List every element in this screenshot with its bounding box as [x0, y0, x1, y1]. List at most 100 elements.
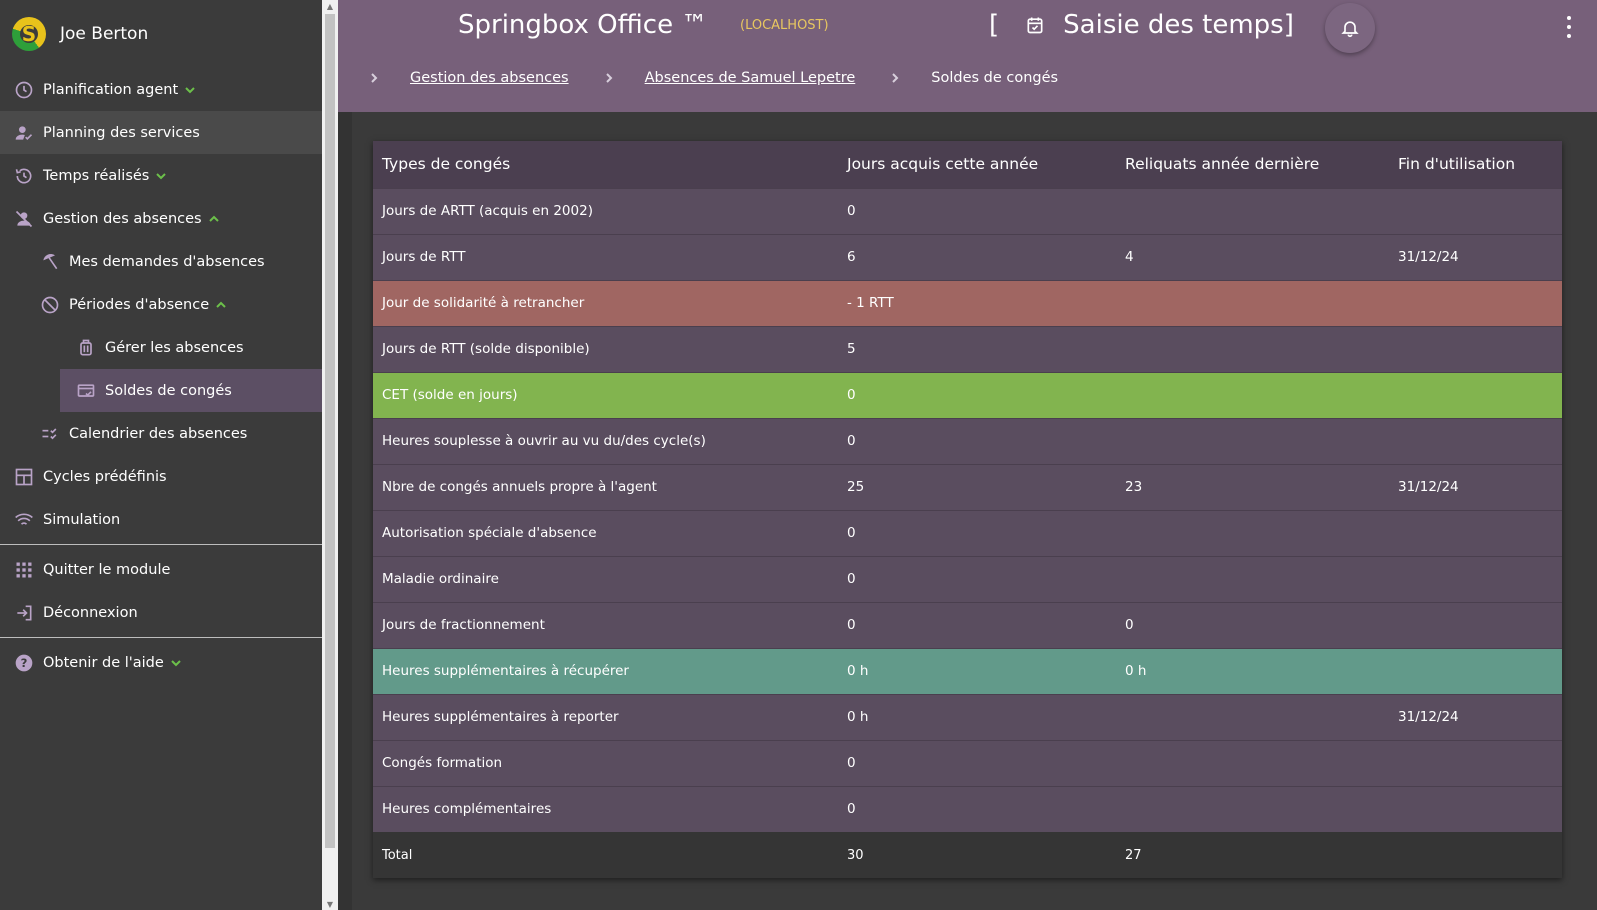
content-edge [338, 112, 352, 910]
sidebar-item-label: Soldes de congés [105, 382, 232, 399]
clock-icon [14, 80, 34, 100]
sidebar-item-planning-des-services[interactable]: Planning des services [0, 111, 322, 154]
sidebar-scrollbar[interactable]: ▲ ▼ [322, 0, 338, 910]
sidebar-nav-help: ? Obtenir de l'aide [0, 641, 322, 684]
sidebar-item-label: Mes demandes d'absences [69, 253, 265, 270]
table-cell: 0 [838, 417, 1116, 464]
table-cell [1389, 325, 1562, 372]
total-cell [1389, 832, 1562, 878]
table-cell [1116, 509, 1389, 556]
table-cell: Jour de solidarité à retrancher [373, 279, 838, 326]
table-row: Congés formation 0 [373, 739, 1562, 786]
sidebar: S Joe Berton Planification agent Planning… [0, 0, 322, 910]
person-check-icon [14, 123, 34, 143]
sidebar-nav-bottom: Quitter le module Déconnexion [0, 548, 322, 634]
sidebar-item-quitter-le-module[interactable]: Quitter le module [0, 548, 322, 591]
sidebar-item-deconnexion[interactable]: Déconnexion [0, 591, 322, 634]
table-cell [1389, 371, 1562, 418]
chevron-up-icon[interactable] [215, 299, 227, 311]
table-cell: 0 [838, 601, 1116, 648]
total-cell: 27 [1116, 832, 1389, 878]
sidebar-item-soldes-de-conges[interactable]: Soldes de congés [60, 369, 322, 412]
chevron-down-icon[interactable] [155, 170, 167, 182]
table-cell: Heures supplémentaires à reporter [373, 693, 838, 740]
table-cell [1116, 187, 1389, 234]
leave-balances-table: Types de congés Jours acquis cette année… [373, 141, 1562, 878]
table-cell: 31/12/24 [1389, 693, 1562, 740]
table-cell: Jours de RTT (solde disponible) [373, 325, 838, 372]
column-header: Jours acquis cette année [838, 141, 1116, 188]
chevron-right-icon [603, 72, 615, 84]
table-cell [1116, 325, 1389, 372]
sidebar-item-planification-agent[interactable]: Planification agent [0, 68, 322, 111]
table-row: Heures souplesse à ouvrir au vu du/des c… [373, 417, 1562, 464]
chevron-up-icon[interactable] [208, 213, 220, 225]
table-header-row: Types de congés Jours acquis cette année… [373, 141, 1562, 188]
scroll-down-arrow-icon[interactable]: ▼ [326, 899, 334, 909]
table-cell [1389, 279, 1562, 326]
table-cell: 0 h [1116, 647, 1389, 694]
table-cell: Jours de RTT [373, 233, 838, 280]
sidebar-divider [0, 544, 322, 545]
table-cell [1389, 739, 1562, 786]
event-busy-icon [40, 295, 60, 315]
sidebar-item-simulation[interactable]: Simulation [0, 498, 322, 541]
sidebar-item-cycles-predefinis[interactable]: Cycles prédéfinis [0, 455, 322, 498]
sidebar-item-label: Temps réalisés [43, 167, 150, 184]
table-row: Jour de solidarité à retrancher - 1 RTT [373, 279, 1562, 326]
person-off-icon [14, 209, 34, 229]
table-cell: 31/12/24 [1389, 463, 1562, 510]
sidebar-item-label: Gérer les absences [105, 339, 244, 356]
table-cell: Nbre de congés annuels propre à l'agent [373, 463, 838, 510]
logout-icon [14, 603, 34, 623]
user-name: Joe Berton [60, 24, 149, 44]
sidebar-item-label: Quitter le module [43, 561, 171, 578]
more-menu-button[interactable] [1564, 14, 1574, 40]
sidebar-item-temps-realises[interactable]: Temps réalisés [0, 154, 322, 197]
table-cell: 0 h [838, 693, 1116, 740]
top-header: Springbox Office ™ (LOCALHOST) [ Saisie … [338, 0, 1597, 112]
table-cell: 23 [1116, 463, 1389, 510]
sidebar-nav: Planification agent Planning des services… [0, 68, 322, 541]
sidebar-item-calendrier-des-absences[interactable]: Calendrier des absences [0, 412, 322, 455]
table-row: Autorisation spéciale d'absence 0 [373, 509, 1562, 556]
table-row: Maladie ordinaire 0 [373, 555, 1562, 602]
table-cell: Heures complémentaires [373, 785, 838, 832]
breadcrumb-current: Soldes de congés [931, 70, 1059, 86]
sidebar-item-gestion-des-absences[interactable]: Gestion des absences [0, 197, 322, 240]
table-cell [1389, 509, 1562, 556]
table-cell: 6 [838, 233, 1116, 280]
breadcrumb-link[interactable]: Gestion des absences [410, 70, 569, 86]
scrollbar-thumb[interactable] [325, 14, 335, 848]
table-row: Heures complémentaires 0 [373, 785, 1562, 832]
sidebar-item-label: Gestion des absences [43, 210, 202, 227]
table-cell: Congés formation [373, 739, 838, 786]
table-cell [1116, 739, 1389, 786]
beach-umbrella-icon [40, 252, 60, 272]
table-cell: Autorisation spéciale d'absence [373, 509, 838, 556]
table-cell: Heures supplémentaires à récupérer [373, 647, 838, 694]
sidebar-item-mes-demandes-d-absences[interactable]: Mes demandes d'absences [0, 240, 322, 283]
table-cell [1116, 279, 1389, 326]
scroll-up-arrow-icon[interactable]: ▲ [326, 1, 334, 11]
apps-grid-icon [14, 560, 34, 580]
host-label: (LOCALHOST) [740, 18, 829, 33]
table-total-row: Total 30 27 [373, 832, 1562, 878]
sidebar-item-label: Calendrier des absences [69, 425, 248, 442]
chevron-down-icon[interactable] [184, 84, 196, 96]
table-row: Jours de RTT 6 4 31/12/24 [373, 233, 1562, 280]
table-row: Jours de ARTT (acquis en 2002) 0 [373, 187, 1562, 234]
main-content: Types de congés Jours acquis cette année… [338, 112, 1597, 910]
page-title: [ Saisie des temps] [989, 10, 1294, 40]
table-row: Jours de RTT (solde disponible) 5 [373, 325, 1562, 372]
chevron-down-icon[interactable] [170, 657, 182, 669]
total-cell: 30 [838, 832, 1116, 878]
table-cell [1116, 417, 1389, 464]
sidebar-item-gerer-les-absences[interactable]: Gérer les absences [0, 326, 322, 369]
notifications-button[interactable] [1325, 3, 1375, 53]
help-icon: ? [14, 653, 34, 673]
breadcrumb-link[interactable]: Absences de Samuel Lepetre [644, 70, 856, 86]
sidebar-item-obtenir-de-l-aide[interactable]: ? Obtenir de l'aide [0, 641, 322, 684]
sidebar-item-periodes-d-absence[interactable]: Périodes d'absence [0, 283, 322, 326]
